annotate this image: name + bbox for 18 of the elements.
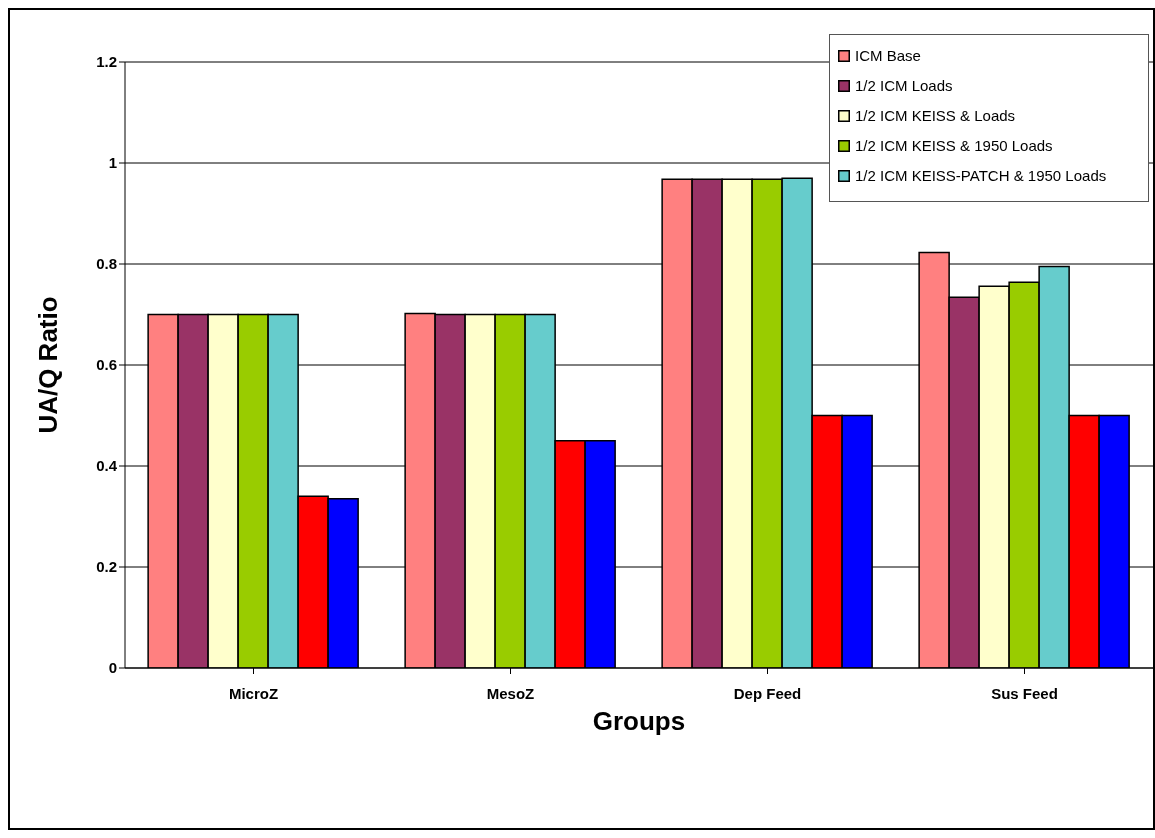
x-tick-label: MesoZ xyxy=(486,684,535,702)
y-tick-label: 0 xyxy=(108,659,117,677)
y-tick-label: 0.8 xyxy=(96,255,117,273)
y-tick-label: 0.4 xyxy=(96,457,118,475)
legend-label: 1/2 ICM KEISS & 1950 Loads xyxy=(855,137,1053,155)
y-tick-label: 1.2 xyxy=(96,53,117,71)
y-tick-label: 1 xyxy=(108,154,117,172)
legend-label: 1/2 ICM KEISS-PATCH & 1950 Loads xyxy=(855,167,1107,185)
x-tick-label: MicroZ xyxy=(228,684,279,702)
legend-label: 1/2 ICM KEISS & Loads xyxy=(855,107,1016,125)
legend-label: 1/2 ICM Loads xyxy=(855,77,953,95)
x-tick-label: Sus Feed xyxy=(991,684,1058,702)
x-axis-title: Groups xyxy=(592,706,686,736)
y-tick-label: 0.2 xyxy=(96,558,117,576)
y-axis-title: UA/Q Ratio xyxy=(33,296,64,434)
legend-label: ICM Base xyxy=(855,47,921,65)
x-tick-label: Dep Feed xyxy=(733,684,802,702)
y-tick-label: 0.6 xyxy=(96,356,117,374)
